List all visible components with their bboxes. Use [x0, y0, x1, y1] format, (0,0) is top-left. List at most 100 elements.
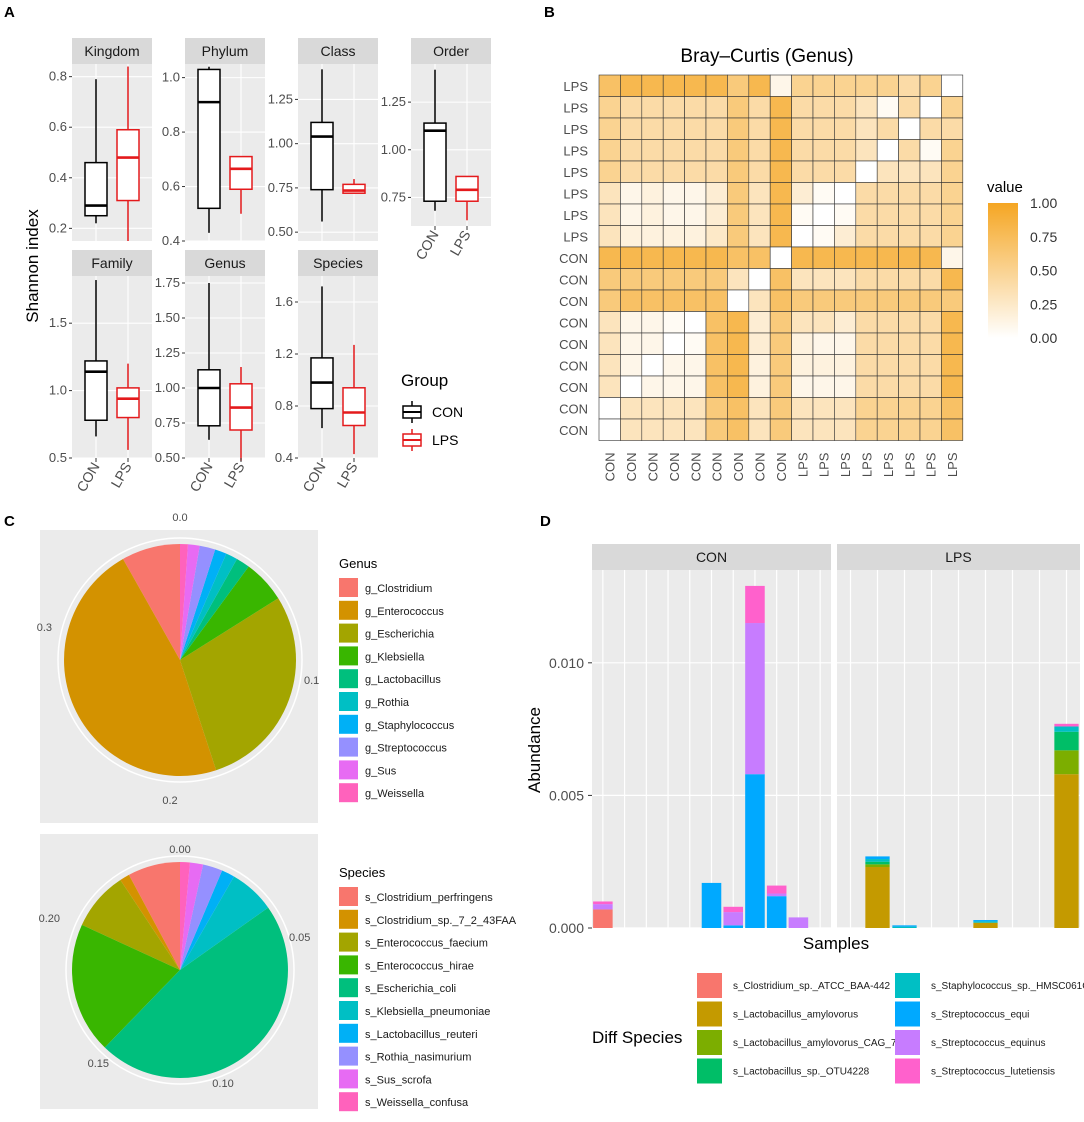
- bar-segment: [745, 774, 765, 928]
- heatmap-cell: [620, 182, 643, 205]
- facet-strip: [298, 250, 378, 276]
- heatmap-cell: [855, 139, 878, 162]
- box-lps: [116, 128, 140, 202]
- pie-slice: [180, 566, 279, 660]
- pie-slice: [123, 544, 180, 660]
- col-label: LPS: [902, 452, 917, 477]
- legend-label: s_Clostridium_sp._ATCC_BAA-442: [733, 981, 891, 992]
- heatmap-cell: [919, 203, 942, 226]
- heatmap-cell: [727, 268, 750, 291]
- heatmap-cell: [919, 418, 942, 441]
- col-label: LPS: [945, 452, 960, 477]
- legend-label: s_Lactobacillus_amylovorus_CAG_719: [733, 1038, 908, 1049]
- heatmap-cell: [941, 96, 964, 119]
- heatmap-cell: [705, 332, 728, 355]
- heatmap-cell: [834, 418, 857, 441]
- heatmap-cell: [769, 268, 792, 291]
- heatmap-cell: [705, 74, 728, 97]
- pie-slice: [64, 558, 217, 776]
- legend-title: Group: [401, 371, 448, 390]
- legend-label: LPS: [432, 432, 458, 448]
- heatmap-cell: [898, 117, 921, 140]
- heatmap-cell: [748, 203, 771, 226]
- heatmap-cell: [855, 311, 878, 334]
- legend-swatch: [339, 1023, 358, 1043]
- heatmap-cell: [641, 332, 664, 355]
- heatmap-cell: [812, 418, 835, 441]
- legend-swatch: [697, 1030, 722, 1055]
- heatmap-cell: [876, 74, 899, 97]
- heatmap-cell: [919, 246, 942, 269]
- heatmap-cell: [876, 246, 899, 269]
- legend-label: s_Rothia_nasimurium: [365, 1052, 471, 1064]
- heatmap-cell: [919, 332, 942, 355]
- panel-label: C: [4, 513, 15, 530]
- legend-label: g_Streptococcus: [365, 743, 447, 755]
- heatmap-cell: [748, 375, 771, 398]
- heatmap-cell: [876, 375, 899, 398]
- heatmap-cell: [727, 96, 750, 119]
- row-label: CON: [559, 358, 588, 373]
- heatmap-cell: [855, 96, 878, 119]
- legend-swatch: [339, 623, 358, 643]
- pie-chart-genus: 0.0 0.1 0.2 0.3: [37, 512, 319, 823]
- heatmap-cell: [898, 203, 921, 226]
- heatmap-cell: [898, 268, 921, 291]
- box-con: [197, 369, 221, 427]
- heatmap-cell: [662, 332, 685, 355]
- heatmap-cell: [855, 225, 878, 248]
- facet-species: Species 0.4 0.8 1.2 1.6 CON LPS: [275, 250, 378, 494]
- heatmap-cell: [791, 354, 814, 377]
- legend-label: s_Lactobacillus_amylovorus: [733, 1010, 858, 1021]
- heatmap-cell: [855, 160, 878, 183]
- x-tick-label: LPS: [221, 460, 248, 491]
- facet-strip: [837, 544, 1080, 570]
- heatmap-cell: [941, 332, 964, 355]
- legend-swatch: [339, 932, 358, 952]
- heatmap-cell: [791, 311, 814, 334]
- legend-swatch: [339, 600, 358, 620]
- heatmap-cell: [791, 397, 814, 420]
- bar-segment: [973, 921, 998, 923]
- heatmap-cell: [812, 182, 835, 205]
- y-tick-label: 1.25: [268, 91, 293, 106]
- heatmap-cell: [812, 246, 835, 269]
- pie-legend: Species s_Clostridium_perfringens s_Clostr…: [339, 865, 517, 1112]
- heatmap-cell: [641, 418, 664, 441]
- heatmap-cell: [941, 117, 964, 140]
- heatmap-cell: [641, 117, 664, 140]
- heatmap-cell: [727, 418, 750, 441]
- x-tick-label: LPS: [447, 228, 474, 259]
- heatmap-cell: [876, 397, 899, 420]
- heatmap-cell: [705, 117, 728, 140]
- heatmap-cell: [812, 203, 835, 226]
- legend-label: s_Lactobacillus_reuteri: [365, 1029, 478, 1041]
- heatmap-cell: [812, 268, 835, 291]
- legend-tick: 1.00: [1030, 195, 1057, 211]
- heatmap-cell: [662, 268, 685, 291]
- legend-label: g_Staphylococcus: [365, 720, 455, 732]
- heatmap-cell: [598, 203, 621, 226]
- heatmap-cell: [791, 117, 814, 140]
- y-tick-label: 0.75: [155, 415, 180, 430]
- legend-label: s_Clostridium_perfringens: [365, 892, 493, 904]
- heatmap-cell: [684, 182, 707, 205]
- y-tick-label: 0.2: [49, 220, 67, 235]
- y-tick-label: 0.010: [549, 655, 584, 671]
- legend-swatch: [697, 973, 722, 998]
- box-lps: [229, 155, 253, 191]
- heatmap-cell: [684, 96, 707, 119]
- heatmap-cell: [919, 74, 942, 97]
- heatmap-cell: [727, 160, 750, 183]
- heatmap-cell: [791, 160, 814, 183]
- col-label: CON: [603, 453, 618, 482]
- facet-title: Class: [320, 43, 355, 59]
- heatmap-cell: [834, 311, 857, 334]
- heatmap-cell: [705, 354, 728, 377]
- heatmap-cell: [919, 311, 942, 334]
- heatmap-cell: [705, 182, 728, 205]
- heatmap-cell: [812, 139, 835, 162]
- row-label: LPS: [563, 229, 588, 244]
- heatmap-cell: [876, 225, 899, 248]
- row-label: LPS: [563, 165, 588, 180]
